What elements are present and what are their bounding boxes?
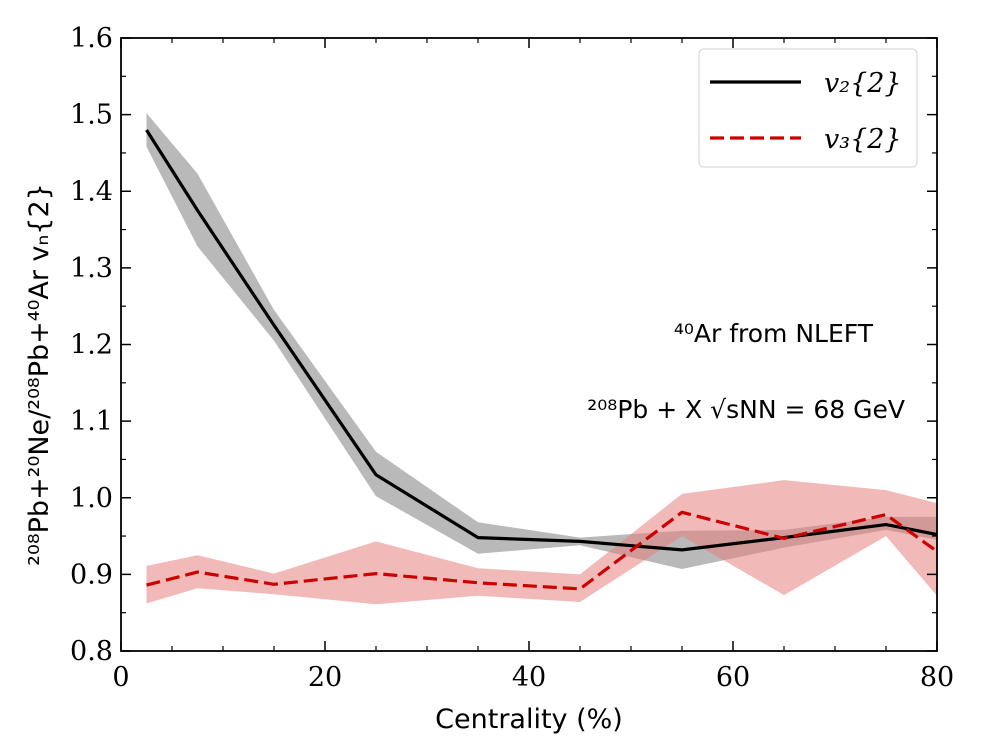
- y-axis-label: ²⁰⁸Pb+²⁰Ne/²⁰⁸Pb+⁴⁰Ar vₙ{2}: [24, 183, 55, 566]
- y-tick-label: 1.4: [70, 176, 113, 207]
- x-tick-label: 0: [112, 662, 129, 693]
- annotation-nleft: ⁴⁰Ar from NLEFT: [674, 319, 874, 348]
- y-tick-label: 1.6: [70, 23, 113, 54]
- y-tick-label: 1.5: [70, 100, 113, 131]
- axis-ticks: [120, 37, 938, 652]
- line-series-0: [145, 129, 937, 552]
- x-axis-label: Centrality (%): [435, 704, 623, 735]
- y-tick-label: 0.9: [70, 559, 113, 590]
- y-tick-label: 0.8: [70, 636, 113, 667]
- band-series-1: [146, 480, 937, 605]
- tick-labels: 0 20 40 60 80 0.8 0.9 1.0 1.1 1.2 1.3 1.4 1.5 1.6: [70, 23, 954, 693]
- legend-label-v3: v₃{2}: [824, 124, 902, 155]
- x-tick-label: 20: [308, 662, 342, 693]
- y-tick-label: 1.1: [70, 406, 113, 437]
- x-tick-label: 80: [920, 662, 954, 693]
- legend: v₂{2} v₃{2}: [698, 48, 918, 168]
- line-series-1: [146, 510, 937, 591]
- series-lines: [145, 129, 937, 591]
- x-tick-label: 40: [512, 662, 546, 693]
- y-tick-label: 1.2: [70, 330, 113, 361]
- legend-label-v2: v₂{2}: [824, 68, 902, 99]
- y-tick-label: 1.3: [70, 253, 113, 284]
- uncertainty-bands: [146, 113, 937, 605]
- y-tick-label: 1.0: [70, 483, 113, 514]
- annotation-collision: ²⁰⁸Pb + X √sNN = 68 GeV: [587, 395, 905, 424]
- x-tick-label: 60: [716, 662, 750, 693]
